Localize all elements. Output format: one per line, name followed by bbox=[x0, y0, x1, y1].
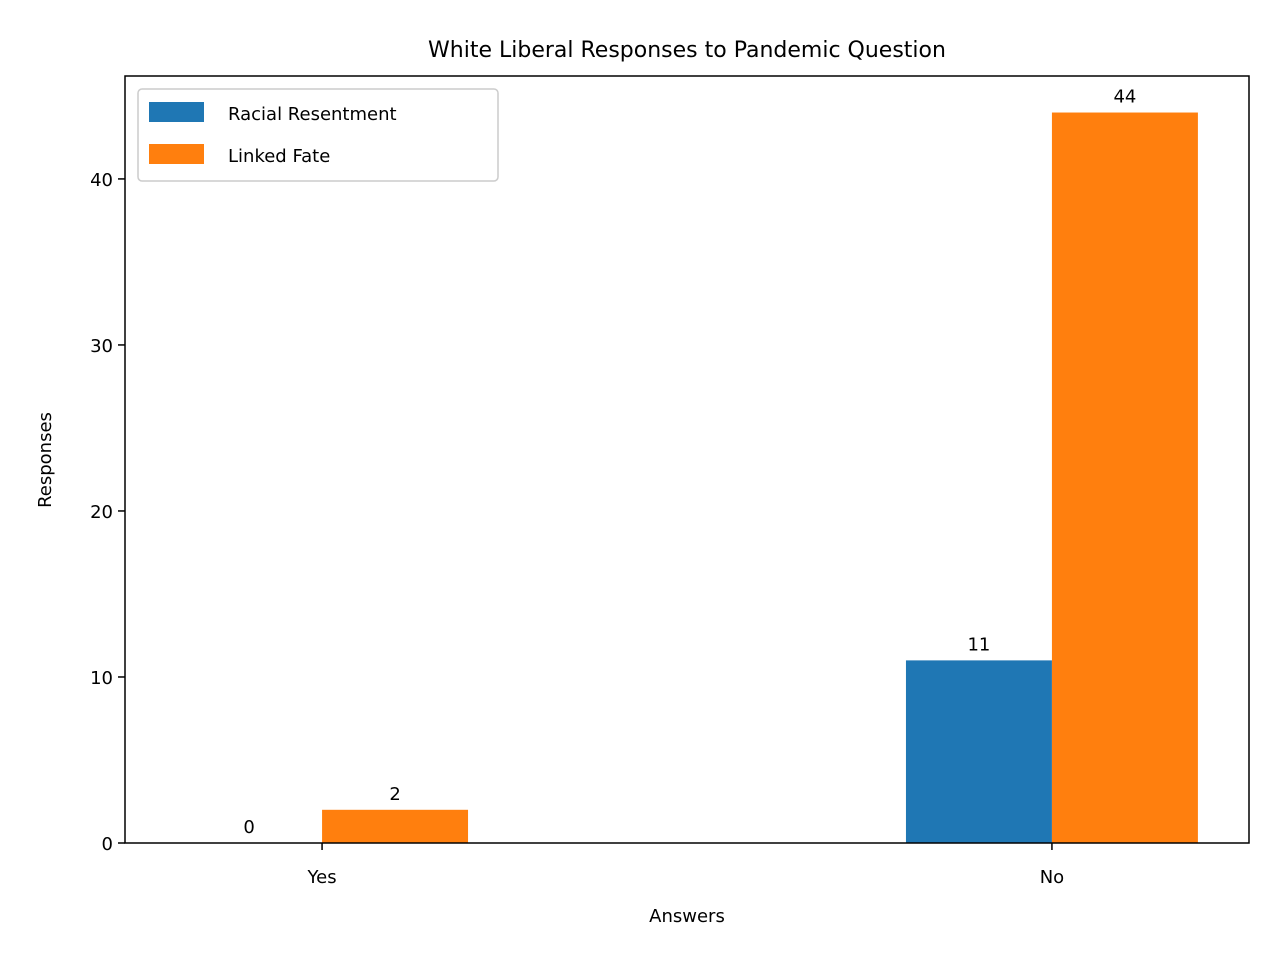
data-label-racial-resentment-yes: 0 bbox=[243, 817, 254, 838]
data-label-linked-fate-yes: 2 bbox=[389, 784, 400, 805]
legend-label-racial-resentment: Racial Resentment bbox=[228, 104, 397, 125]
y-axis: 0 10 20 30 40 bbox=[90, 170, 125, 855]
legend-swatch-racial-resentment bbox=[149, 102, 204, 122]
y-axis-label: Responses bbox=[35, 412, 56, 508]
y-tick-label: 0 bbox=[102, 834, 113, 855]
y-tick-label: 30 bbox=[90, 336, 113, 357]
legend: Racial Resentment Linked Fate bbox=[137, 88, 499, 182]
legend-box bbox=[137, 88, 499, 182]
x-tick-label-no: No bbox=[1040, 867, 1064, 888]
y-tick-label: 20 bbox=[90, 502, 113, 523]
legend-label-linked-fate: Linked Fate bbox=[228, 146, 330, 167]
plot-frame bbox=[124, 75, 1250, 844]
bar-racial-resentment-no bbox=[905, 660, 1052, 843]
bar-linked-fate-no bbox=[1051, 112, 1198, 844]
chart-title: White Liberal Responses to Pandemic Ques… bbox=[428, 38, 946, 63]
y-tick-label: 40 bbox=[90, 170, 113, 191]
legend-swatch-linked-fate bbox=[149, 144, 204, 164]
x-axis: Yes No bbox=[307, 843, 1064, 888]
x-tick-label-yes: Yes bbox=[307, 867, 337, 888]
plot-area: 0 11 2 44 bbox=[243, 87, 1198, 844]
x-axis-label: Answers bbox=[649, 906, 725, 927]
y-tick-label: 10 bbox=[90, 668, 113, 689]
data-label-linked-fate-no: 44 bbox=[1113, 87, 1136, 108]
bar-linked-fate-yes bbox=[322, 809, 469, 843]
data-label-racial-resentment-no: 11 bbox=[967, 634, 990, 655]
